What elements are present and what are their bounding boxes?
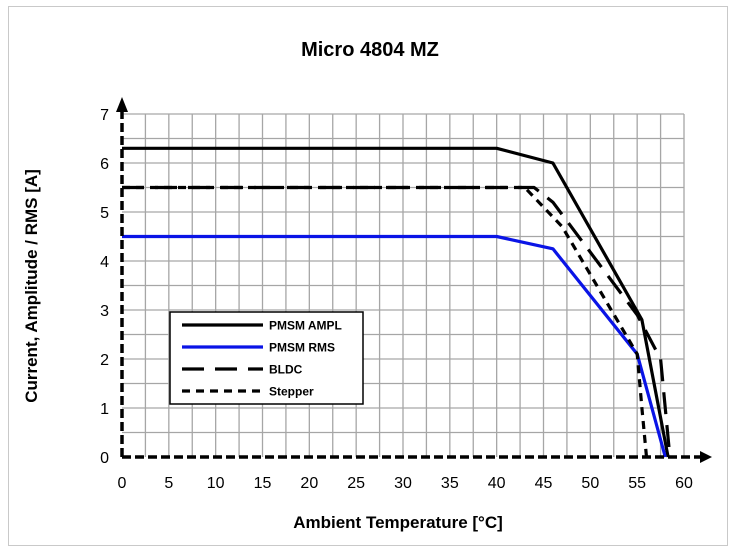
y-tick-label: 1 bbox=[100, 401, 109, 418]
x-tick-label: 45 bbox=[535, 475, 553, 492]
x-tick-label: 35 bbox=[441, 475, 459, 492]
y-tick-label: 3 bbox=[100, 303, 109, 320]
x-tick-label: 25 bbox=[347, 475, 365, 492]
chart-title: Micro 4804 MZ bbox=[301, 39, 439, 61]
x-axis-label: Ambient Temperature [°C] bbox=[293, 513, 503, 532]
x-tick-label: 15 bbox=[254, 475, 272, 492]
series-layer bbox=[122, 146, 672, 458]
legend-label: BLDC bbox=[269, 363, 303, 377]
legend-label: PMSM AMPL bbox=[269, 319, 342, 333]
x-axis-arrow bbox=[700, 451, 712, 463]
series-line-pmsm-rms bbox=[122, 234, 667, 458]
x-tick-label: 10 bbox=[207, 475, 225, 492]
x-tick-label: 5 bbox=[164, 475, 173, 492]
y-tick-label: 4 bbox=[100, 254, 109, 271]
y-tick-label: 2 bbox=[100, 352, 109, 369]
x-tick-label: 55 bbox=[628, 475, 646, 492]
y-axis-label: Current, Amplitude / RMS [A] bbox=[22, 169, 41, 403]
x-tick-label: 30 bbox=[394, 475, 412, 492]
legend-box bbox=[169, 311, 364, 405]
legend-label: PMSM RMS bbox=[269, 341, 335, 355]
grid bbox=[122, 113, 685, 457]
y-axis-arrow bbox=[116, 97, 128, 112]
x-tick-label: 60 bbox=[675, 475, 693, 492]
series-line-pmsm-ampl bbox=[122, 146, 670, 458]
legend: PMSM AMPL PMSM RMS BLDC Stepper bbox=[169, 311, 364, 405]
axes bbox=[116, 97, 712, 463]
x-tick-label: 0 bbox=[118, 475, 127, 492]
y-tick-label: 7 bbox=[100, 107, 109, 124]
y-tick-label: 0 bbox=[100, 450, 109, 467]
x-tick-label: 40 bbox=[488, 475, 506, 492]
x-tick-label: 20 bbox=[300, 475, 318, 492]
y-tick-label: 5 bbox=[100, 205, 109, 222]
x-tick-label: 50 bbox=[581, 475, 599, 492]
legend-label: Stepper bbox=[269, 385, 314, 399]
y-tick-label: 6 bbox=[100, 156, 109, 173]
